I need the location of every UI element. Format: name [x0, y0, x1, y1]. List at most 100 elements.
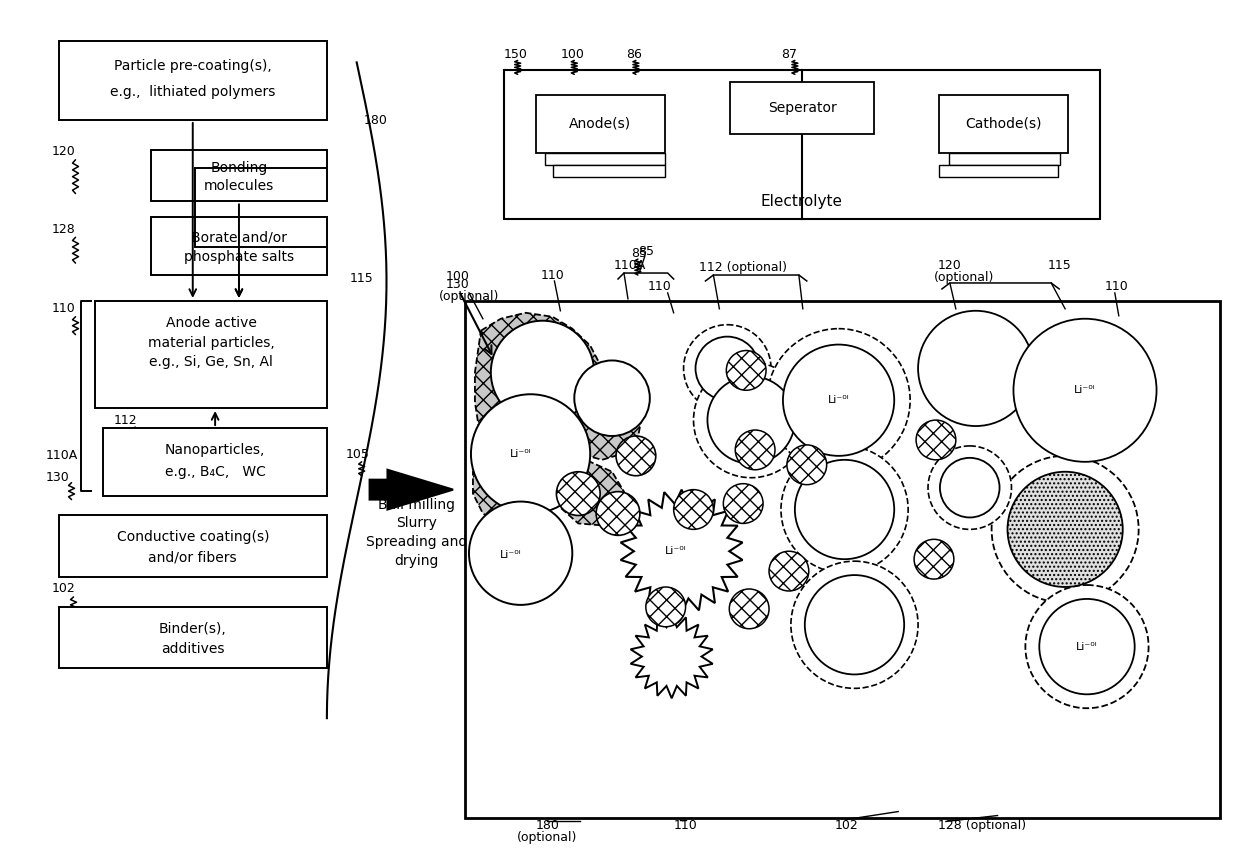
- Polygon shape: [370, 469, 453, 509]
- Circle shape: [708, 377, 795, 464]
- Text: Li⁻⁰ˡ: Li⁻⁰ˡ: [500, 550, 522, 560]
- Text: Anode active: Anode active: [166, 316, 257, 330]
- Circle shape: [928, 446, 1012, 529]
- Text: 150: 150: [503, 48, 528, 61]
- Text: Conductive coating(s): Conductive coating(s): [117, 530, 269, 545]
- Text: (optional): (optional): [934, 270, 994, 283]
- Text: Borate and/or: Borate and/or: [191, 230, 286, 244]
- Text: phosphate salts: phosphate salts: [184, 250, 294, 264]
- Bar: [95, 301, 327, 408]
- Bar: [151, 150, 327, 202]
- Circle shape: [918, 311, 1033, 426]
- Circle shape: [673, 489, 713, 529]
- Circle shape: [646, 587, 686, 627]
- Bar: [546, 152, 665, 165]
- Text: e.g.,  lithiated polymers: e.g., lithiated polymers: [110, 85, 275, 100]
- Circle shape: [1007, 472, 1122, 587]
- Circle shape: [471, 394, 590, 514]
- Text: e.g., Si, Ge, Sn, Al: e.g., Si, Ge, Sn, Al: [149, 355, 273, 370]
- Bar: [553, 165, 665, 177]
- Text: 110: 110: [1105, 281, 1128, 294]
- Text: 100: 100: [446, 269, 470, 282]
- Text: 102: 102: [52, 583, 76, 596]
- Text: 110A: 110A: [46, 449, 78, 462]
- Text: 100: 100: [560, 48, 584, 61]
- Circle shape: [916, 420, 956, 460]
- Circle shape: [805, 575, 904, 675]
- Text: Li⁻⁰ˡ: Li⁻⁰ˡ: [665, 546, 687, 556]
- Circle shape: [727, 351, 766, 391]
- Circle shape: [768, 329, 910, 472]
- Circle shape: [557, 472, 600, 515]
- Text: 87: 87: [781, 48, 797, 61]
- Text: 110: 110: [673, 819, 697, 832]
- Circle shape: [616, 436, 656, 475]
- Text: 128: 128: [52, 223, 76, 236]
- Bar: [58, 41, 327, 120]
- Circle shape: [787, 445, 827, 485]
- Text: Cathode(s): Cathode(s): [965, 117, 1042, 131]
- Polygon shape: [621, 489, 743, 613]
- Circle shape: [782, 345, 894, 456]
- Text: 110: 110: [541, 268, 564, 281]
- Circle shape: [696, 337, 759, 400]
- Polygon shape: [631, 615, 713, 698]
- Circle shape: [795, 460, 894, 559]
- Text: Bonding: Bonding: [211, 161, 268, 175]
- Circle shape: [491, 320, 594, 424]
- Text: 120: 120: [52, 145, 76, 158]
- Text: 102: 102: [835, 819, 858, 832]
- Text: 110: 110: [52, 302, 76, 315]
- Text: (optional): (optional): [517, 830, 578, 843]
- Bar: [151, 217, 327, 275]
- Text: Electrolyte: Electrolyte: [761, 194, 843, 209]
- Text: Particle pre-coating(s),: Particle pre-coating(s),: [114, 60, 272, 74]
- Text: Li⁻⁰ˡ: Li⁻⁰ˡ: [510, 449, 532, 459]
- Circle shape: [769, 552, 808, 591]
- Text: Slurry: Slurry: [396, 516, 436, 530]
- Text: 115: 115: [1048, 259, 1071, 272]
- Text: 112 (optional): 112 (optional): [699, 261, 787, 274]
- Text: 130: 130: [46, 471, 69, 484]
- Bar: [465, 301, 1220, 818]
- Text: Li⁻⁰ˡ: Li⁻⁰ˡ: [1074, 385, 1096, 395]
- Text: 110: 110: [647, 281, 672, 294]
- Bar: [58, 607, 327, 669]
- Bar: [939, 165, 1058, 177]
- Text: 128 (optional): 128 (optional): [937, 819, 1025, 832]
- Circle shape: [1039, 599, 1135, 695]
- Circle shape: [683, 325, 771, 412]
- Text: Spreading and: Spreading and: [366, 535, 467, 549]
- Circle shape: [723, 484, 763, 523]
- Circle shape: [791, 561, 918, 688]
- Circle shape: [914, 540, 954, 579]
- Text: (optional): (optional): [439, 290, 500, 303]
- Text: 85: 85: [631, 247, 647, 260]
- Polygon shape: [475, 313, 608, 475]
- Circle shape: [992, 456, 1138, 603]
- Circle shape: [574, 360, 650, 436]
- Text: Li⁻⁰ˡ: Li⁻⁰ˡ: [1076, 642, 1097, 651]
- Text: Li⁻⁰ˡ: Li⁻⁰ˡ: [828, 395, 849, 405]
- Text: and/or fibers: and/or fibers: [149, 550, 237, 564]
- Text: Nanoparticles,: Nanoparticles,: [165, 443, 265, 457]
- Circle shape: [940, 458, 999, 518]
- Polygon shape: [558, 380, 642, 460]
- Bar: [939, 95, 1068, 152]
- Circle shape: [693, 363, 808, 478]
- Text: Ball milling: Ball milling: [378, 498, 455, 512]
- Circle shape: [1013, 319, 1157, 462]
- Text: Seperator: Seperator: [768, 101, 837, 115]
- Text: 86: 86: [626, 48, 642, 61]
- Circle shape: [735, 430, 775, 469]
- Text: Anode(s): Anode(s): [569, 117, 631, 131]
- Circle shape: [1025, 585, 1148, 708]
- Polygon shape: [553, 458, 624, 526]
- Text: 180: 180: [536, 819, 559, 832]
- Text: 180: 180: [363, 113, 388, 126]
- Text: 112: 112: [113, 414, 136, 427]
- Text: 115: 115: [350, 273, 373, 286]
- Text: 130: 130: [446, 279, 470, 292]
- Text: e.g., B₄C,   WC: e.g., B₄C, WC: [165, 465, 265, 479]
- Text: drying: drying: [394, 554, 439, 568]
